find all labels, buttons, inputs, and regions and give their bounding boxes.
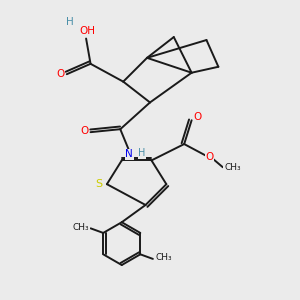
Text: CH₃: CH₃	[156, 253, 172, 262]
Text: H: H	[138, 148, 146, 158]
Text: O: O	[205, 152, 214, 162]
Text: O: O	[194, 112, 202, 122]
Text: CH₃: CH₃	[73, 223, 89, 232]
Text: O: O	[56, 69, 64, 79]
Text: CH₃: CH₃	[224, 163, 241, 172]
Text: S: S	[95, 179, 102, 189]
Text: OH: OH	[80, 26, 96, 36]
Text: H: H	[66, 17, 74, 27]
Text: N: N	[125, 149, 133, 160]
Text: O: O	[80, 126, 89, 136]
